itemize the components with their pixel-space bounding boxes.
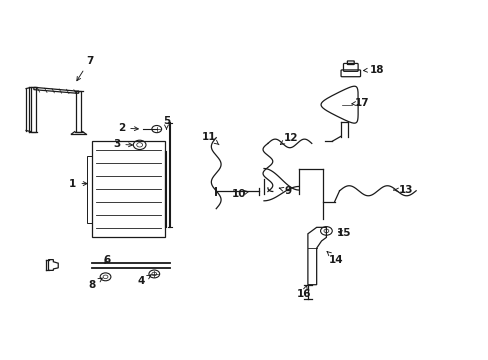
Text: 11: 11 [202,132,219,145]
Bar [92,141,164,237]
Text: 14: 14 [326,252,343,265]
Text: 17: 17 [351,98,369,108]
Text: 5: 5 [163,116,170,129]
Text: 10: 10 [231,189,248,199]
Text: 3: 3 [113,139,132,149]
Text: 6: 6 [103,255,110,265]
Text: 16: 16 [296,285,310,299]
Text: 8: 8 [88,278,102,290]
Text: 9: 9 [279,186,291,196]
Text: 2: 2 [118,123,138,133]
Text: 4: 4 [137,275,151,286]
Bar [86,156,92,223]
Text: 13: 13 [393,185,413,195]
Text: 12: 12 [280,133,298,144]
Text: 18: 18 [363,64,384,75]
Text: 1: 1 [69,179,87,189]
Text: 7: 7 [77,56,93,81]
Text: 15: 15 [336,228,350,238]
